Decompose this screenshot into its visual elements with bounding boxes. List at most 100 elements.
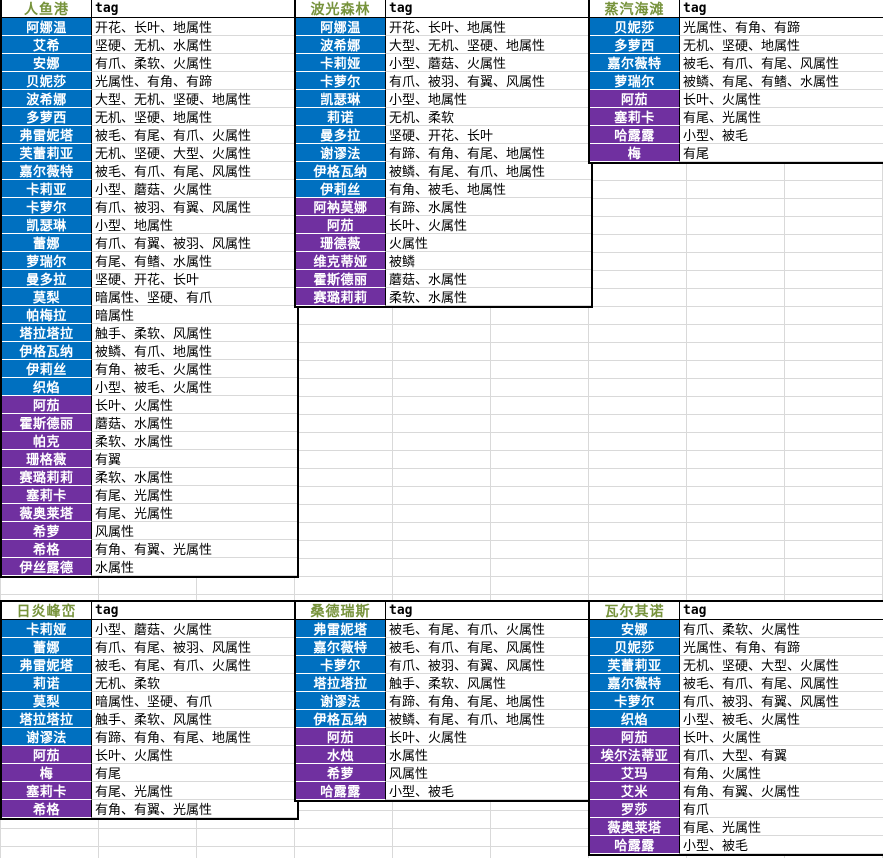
tag-cell[interactable]: 有爪、被羽、有翼、风属性 bbox=[92, 198, 297, 216]
character-name-cell[interactable]: 艾希 bbox=[2, 36, 92, 54]
character-name-cell[interactable]: 罗莎 bbox=[590, 800, 680, 818]
tag-cell[interactable]: 有爪、大型、有翼 bbox=[680, 746, 883, 764]
tag-cell[interactable]: 被毛、有爪、有尾、风属性 bbox=[680, 674, 883, 692]
character-name-cell[interactable]: 安娜 bbox=[2, 54, 92, 72]
character-name-cell[interactable]: 卡萝尔 bbox=[296, 72, 386, 90]
tag-cell[interactable]: 暗属性、坚硬、有爪 bbox=[92, 288, 297, 306]
character-name-cell[interactable]: 波希娜 bbox=[2, 90, 92, 108]
character-name-cell[interactable]: 凯瑟琳 bbox=[296, 90, 386, 108]
tag-cell[interactable]: 无机、坚硬、大型、火属性 bbox=[680, 656, 883, 674]
character-name-cell[interactable]: 卡萝尔 bbox=[590, 692, 680, 710]
tag-cell[interactable]: 光属性、有角、有蹄 bbox=[92, 72, 297, 90]
tag-cell[interactable]: 长叶、火属性 bbox=[386, 728, 591, 746]
tag-cell[interactable]: 小型、地属性 bbox=[92, 216, 297, 234]
tag-column-header[interactable]: tag bbox=[386, 0, 591, 18]
tag-cell[interactable]: 有尾、光属性 bbox=[680, 818, 883, 836]
tag-cell[interactable]: 有角、有翼、光属性 bbox=[92, 540, 297, 558]
tag-cell[interactable]: 有尾、有鳍、水属性 bbox=[92, 252, 297, 270]
tag-cell[interactable]: 被鳞、有尾、有爪、地属性 bbox=[386, 710, 591, 728]
tag-column-header[interactable]: tag bbox=[680, 0, 883, 18]
tag-cell[interactable]: 光属性、有角、有蹄 bbox=[680, 638, 883, 656]
tag-cell[interactable]: 小型、蘑菇、火属性 bbox=[92, 180, 297, 198]
character-name-cell[interactable]: 阿娜温 bbox=[2, 18, 92, 36]
tag-cell[interactable]: 被毛、有尾、有爪、火属性 bbox=[92, 656, 297, 674]
character-name-cell[interactable]: 多萝西 bbox=[2, 108, 92, 126]
character-name-cell[interactable]: 伊莉丝 bbox=[296, 180, 386, 198]
character-name-cell[interactable]: 赛璐莉莉 bbox=[2, 468, 92, 486]
tag-cell[interactable]: 有蹄、水属性 bbox=[386, 198, 591, 216]
tag-cell[interactable]: 被毛、有尾、有爪、火属性 bbox=[92, 126, 297, 144]
tag-cell[interactable]: 大型、无机、坚硬、地属性 bbox=[386, 36, 591, 54]
tag-cell[interactable]: 有翼 bbox=[92, 450, 297, 468]
region-title[interactable]: 人鱼港 bbox=[2, 0, 92, 18]
character-name-cell[interactable]: 谢谬法 bbox=[296, 692, 386, 710]
character-name-cell[interactable]: 织焰 bbox=[590, 710, 680, 728]
character-name-cell[interactable]: 阿茄 bbox=[296, 728, 386, 746]
tag-cell[interactable]: 有蹄、有角、有尾、地属性 bbox=[386, 144, 591, 162]
tag-cell[interactable]: 触手、柔软、风属性 bbox=[92, 324, 297, 342]
tag-cell[interactable]: 有尾、光属性 bbox=[92, 782, 297, 800]
tag-cell[interactable]: 长叶、火属性 bbox=[386, 216, 591, 234]
character-name-cell[interactable]: 塞莉卡 bbox=[2, 486, 92, 504]
character-name-cell[interactable]: 阿茄 bbox=[2, 396, 92, 414]
character-name-cell[interactable]: 薇奥莱塔 bbox=[2, 504, 92, 522]
character-name-cell[interactable]: 薇奥莱塔 bbox=[590, 818, 680, 836]
tag-cell[interactable]: 小型、被毛 bbox=[386, 782, 591, 800]
tag-cell[interactable]: 暗属性、坚硬、有爪 bbox=[92, 692, 297, 710]
character-name-cell[interactable]: 萝瑞尔 bbox=[2, 252, 92, 270]
character-name-cell[interactable]: 嘉尔薇特 bbox=[2, 162, 92, 180]
tag-cell[interactable]: 小型、蘑菇、火属性 bbox=[92, 620, 297, 638]
tag-cell[interactable]: 有爪、柔软、火属性 bbox=[92, 54, 297, 72]
character-name-cell[interactable]: 帕梅拉 bbox=[2, 306, 92, 324]
tag-cell[interactable]: 开花、长叶、地属性 bbox=[386, 18, 591, 36]
tag-cell[interactable]: 火属性 bbox=[386, 234, 591, 252]
tag-cell[interactable]: 有爪、被羽、有翼、风属性 bbox=[386, 72, 591, 90]
region-title[interactable]: 蒸汽海滩 bbox=[590, 0, 680, 18]
tag-cell[interactable]: 有爪、有翼、被羽、风属性 bbox=[92, 234, 297, 252]
tag-cell[interactable]: 有爪、被羽、有翼、风属性 bbox=[386, 656, 591, 674]
character-name-cell[interactable]: 哈露露 bbox=[296, 782, 386, 800]
tag-cell[interactable]: 有角、被毛、火属性 bbox=[92, 360, 297, 378]
tag-cell[interactable]: 蘑菇、水属性 bbox=[386, 270, 591, 288]
tag-cell[interactable]: 被毛、有爪、有尾、风属性 bbox=[92, 162, 297, 180]
character-name-cell[interactable]: 霍斯德丽 bbox=[296, 270, 386, 288]
tag-cell[interactable]: 蘑菇、水属性 bbox=[92, 414, 297, 432]
tag-cell[interactable]: 有角、有翼、火属性 bbox=[680, 782, 883, 800]
tag-cell[interactable]: 有爪 bbox=[680, 800, 883, 818]
tag-cell[interactable]: 有尾 bbox=[680, 144, 883, 162]
character-name-cell[interactable]: 塞莉卡 bbox=[2, 782, 92, 800]
tag-column-header[interactable]: tag bbox=[92, 0, 297, 18]
character-name-cell[interactable]: 哈露露 bbox=[590, 836, 680, 854]
character-name-cell[interactable]: 赛璐莉莉 bbox=[296, 288, 386, 306]
tag-cell[interactable]: 有尾 bbox=[92, 764, 297, 782]
tag-cell[interactable]: 柔软、水属性 bbox=[92, 432, 297, 450]
character-name-cell[interactable]: 弗雷妮塔 bbox=[296, 620, 386, 638]
character-name-cell[interactable]: 维克蒂娅 bbox=[296, 252, 386, 270]
tag-cell[interactable]: 有尾、光属性 bbox=[92, 504, 297, 522]
tag-cell[interactable]: 无机、坚硬、地属性 bbox=[680, 36, 883, 54]
tag-cell[interactable]: 有爪、被羽、有翼、风属性 bbox=[680, 692, 883, 710]
character-name-cell[interactable]: 安娜 bbox=[590, 620, 680, 638]
tag-cell[interactable]: 有角、有翼、光属性 bbox=[92, 800, 297, 818]
character-name-cell[interactable]: 弗雷妮塔 bbox=[2, 656, 92, 674]
tag-cell[interactable]: 水属性 bbox=[386, 746, 591, 764]
character-name-cell[interactable]: 阿茄 bbox=[590, 90, 680, 108]
character-name-cell[interactable]: 芙蕾莉亚 bbox=[590, 656, 680, 674]
tag-cell[interactable]: 坚硬、无机、水属性 bbox=[92, 36, 297, 54]
tag-cell[interactable]: 被鳞 bbox=[386, 252, 591, 270]
character-name-cell[interactable]: 芙蕾莉亚 bbox=[2, 144, 92, 162]
tag-cell[interactable]: 有爪、有尾、被羽、风属性 bbox=[92, 638, 297, 656]
character-name-cell[interactable]: 贝妮莎 bbox=[590, 638, 680, 656]
tag-cell[interactable]: 触手、柔软、风属性 bbox=[92, 710, 297, 728]
tag-cell[interactable]: 有爪、柔软、火属性 bbox=[680, 620, 883, 638]
region-title[interactable]: 瓦尔其诺 bbox=[590, 602, 680, 620]
tag-cell[interactable]: 长叶、火属性 bbox=[92, 396, 297, 414]
character-name-cell[interactable]: 曼多拉 bbox=[2, 270, 92, 288]
character-name-cell[interactable]: 波希娜 bbox=[296, 36, 386, 54]
tag-cell[interactable]: 有尾、光属性 bbox=[680, 108, 883, 126]
tag-cell[interactable]: 小型、地属性 bbox=[386, 90, 591, 108]
character-name-cell[interactable]: 阿茄 bbox=[590, 728, 680, 746]
tag-column-header[interactable]: tag bbox=[386, 602, 591, 620]
character-name-cell[interactable]: 塔拉塔拉 bbox=[2, 710, 92, 728]
tag-column-header[interactable]: tag bbox=[680, 602, 883, 620]
